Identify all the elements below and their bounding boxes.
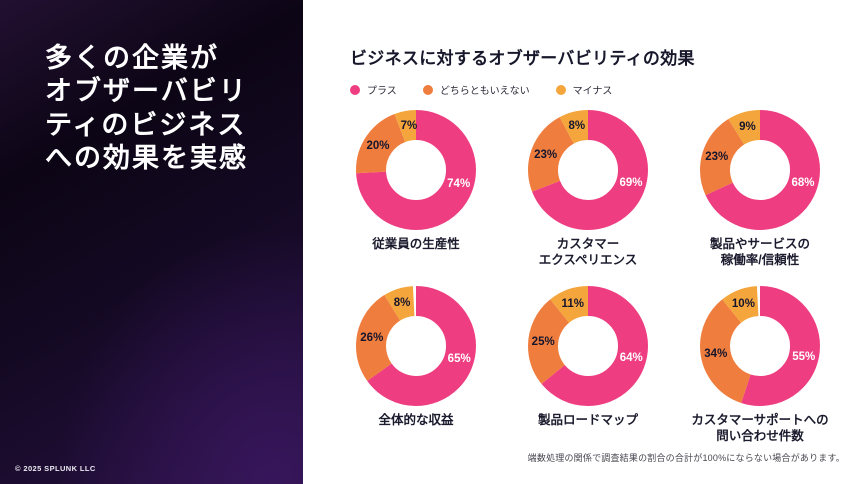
legend-item-minus: マイナス xyxy=(555,82,613,97)
segment-value-label: 23% xyxy=(534,148,558,161)
segment-value-label: 68% xyxy=(791,177,815,190)
segment-value-label: 26% xyxy=(360,331,384,344)
donut-chart-product-uptime-reliability: 68% 23% 9% 製品やサービスの 稼働率/信頼性 xyxy=(674,110,846,282)
segment-value-label: 9% xyxy=(739,120,756,133)
donut-ring: 68% 23% 9% xyxy=(700,110,820,230)
chart-caption: カスタマーサポートへの 問い合わせ件数 xyxy=(691,413,829,444)
donut-chart-product-roadmap: 64% 25% 11% 製品ロードマップ xyxy=(502,286,674,458)
donut-svg xyxy=(528,110,648,230)
slide-headline-line-4: への効果を実感 xyxy=(45,143,248,174)
legend-item-plus: プラス xyxy=(350,82,397,97)
slide-headline: 多くの企業が オブザーバビリ ティのビジネス への効果を実感 xyxy=(45,42,280,176)
left-brand-panel: 多くの企業が オブザーバビリ ティのビジネス への効果を実感 © 2025 SP… xyxy=(0,0,303,484)
segment-value-label: 7% xyxy=(400,119,418,132)
donut-ring: 69% 23% 8% xyxy=(528,110,648,230)
segment-value-label: 8% xyxy=(393,297,411,310)
segment-value-label: 23% xyxy=(705,151,729,164)
segment-value-label: 20% xyxy=(366,139,390,152)
segment-value-label: 74% xyxy=(447,178,471,191)
chart-caption: カスタマー エクスペリエンス xyxy=(538,237,638,268)
segment-value-label: 64% xyxy=(619,352,643,365)
donut-svg xyxy=(700,286,820,406)
segment-value-label: 55% xyxy=(792,350,816,363)
chart-legend: プラス どちらともいえない マイナス xyxy=(350,82,612,97)
segment-value-label: 10% xyxy=(731,298,755,311)
slide-headline-line-2: オブザーバビリ xyxy=(45,76,248,107)
donut-svg xyxy=(356,286,476,406)
chart-caption: 製品やサービスの 稼働率/信頼性 xyxy=(709,237,810,268)
legend-item-neutral: どちらともいえない xyxy=(422,82,530,97)
footnote-text: 端数処理の関係で調査結果の割合の合計が100%にならない場合があります。 xyxy=(527,453,845,463)
donut-svg xyxy=(700,110,820,230)
legend-label-neutral: どちらともいえない xyxy=(439,86,530,97)
slide-headline-line-1: 多くの企業が xyxy=(45,43,219,73)
donut-ring: 64% 25% 11% xyxy=(528,286,648,406)
donut-svg xyxy=(528,286,648,406)
legend-dot-amber-icon xyxy=(555,84,566,95)
segment-value-label: 69% xyxy=(619,177,643,190)
legend-label-plus: プラス xyxy=(367,86,397,97)
donut-chart-customer-support-tickets: 55% 34% 10% カスタマーサポートへの 問い合わせ件数 xyxy=(674,286,846,458)
legend-dot-pink-icon xyxy=(350,84,360,95)
donut-ring: 55% 34% 10% xyxy=(700,286,820,406)
donut-ring: 65% 26% 8% xyxy=(356,286,476,406)
segment-value-label: 25% xyxy=(531,335,555,348)
donut-ring: 74% 20% 7% xyxy=(356,110,476,230)
chart-caption: 全体的な収益 xyxy=(378,413,454,427)
donut-svg xyxy=(356,110,476,230)
donut-chart-overall-revenue: 65% 26% 8% 全体的な収益 xyxy=(330,286,502,458)
legend-dot-orange-icon xyxy=(422,84,433,95)
chart-caption: 製品ロードマップ xyxy=(537,413,638,427)
donut-chart-employee-productivity: 74% 20% 7% 従業員の生産性 xyxy=(330,110,502,282)
segment-value-label: 34% xyxy=(704,348,728,361)
chart-group-title: ビジネスに対するオブザーバビリティの効果 xyxy=(350,49,695,68)
segment-value-label: 8% xyxy=(568,120,586,133)
segment-value-label: 11% xyxy=(561,297,584,310)
copyright-text: © 2025 SPLUNK LLC xyxy=(15,464,96,473)
segment-value-label: 65% xyxy=(447,352,471,365)
legend-label-minus: マイナス xyxy=(572,86,613,97)
donut-chart-customer-experience: 69% 23% 8% カスタマー エクスペリエンス xyxy=(502,110,674,282)
slide-headline-line-3: ティのビジネス xyxy=(45,109,247,140)
donut-charts-grid: 74% 20% 7% 従業員の生産性 69% 23% 8% カスタマー エクスペリエンス… xyxy=(330,110,850,458)
chart-caption: 従業員の生産性 xyxy=(372,237,460,251)
